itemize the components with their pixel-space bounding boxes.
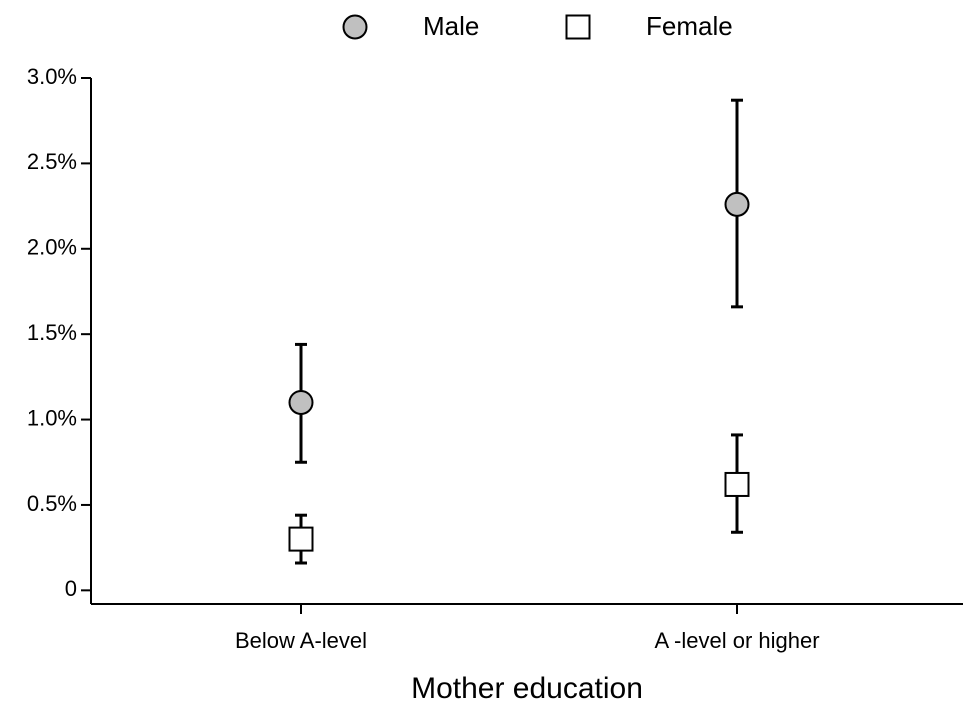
x-tick-label: Below A-level (235, 628, 367, 653)
legend-label: Female (646, 11, 733, 41)
data-point (288, 526, 314, 552)
legend-label: Male (423, 11, 479, 41)
legend-marker (565, 14, 591, 40)
legend-marker (342, 14, 368, 40)
y-tick-label: 2.5% (27, 149, 77, 174)
y-tick-label: 2.0% (27, 235, 77, 260)
y-tick-label: 0 (65, 576, 77, 601)
data-point (724, 471, 750, 497)
x-tick-label: A -level or higher (654, 628, 819, 653)
y-tick-label: 3.0% (27, 64, 77, 89)
x-axis-title: Mother education (411, 672, 643, 705)
data-point (724, 191, 750, 217)
y-tick-label: 1.0% (27, 405, 77, 430)
y-tick-label: 0.5% (27, 491, 77, 516)
y-tick-label: 1.5% (27, 320, 77, 345)
data-point (288, 389, 314, 415)
